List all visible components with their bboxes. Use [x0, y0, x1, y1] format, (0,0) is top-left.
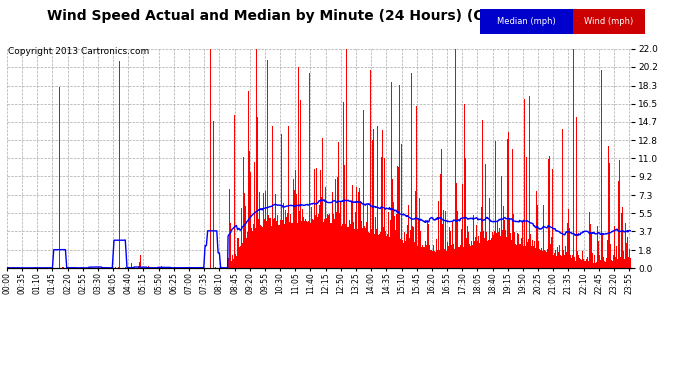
Text: Wind (mph): Wind (mph)	[584, 17, 633, 26]
Text: Copyright 2013 Cartronics.com: Copyright 2013 Cartronics.com	[8, 47, 150, 56]
Text: Median (mph): Median (mph)	[497, 17, 555, 26]
Text: Wind Speed Actual and Median by Minute (24 Hours) (Old) 20130930: Wind Speed Actual and Median by Minute (…	[47, 9, 588, 23]
